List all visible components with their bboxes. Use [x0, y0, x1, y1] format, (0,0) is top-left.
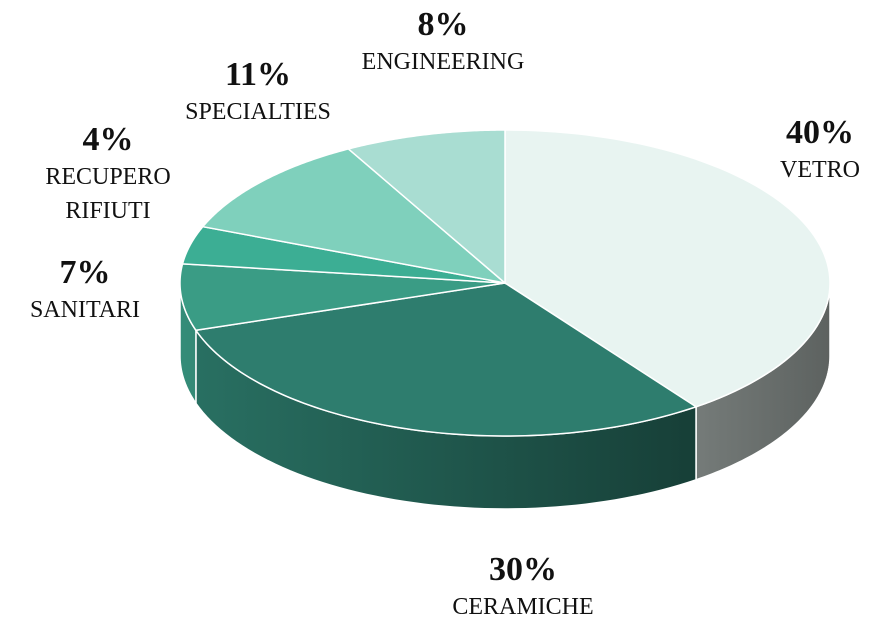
slice-label: 7% SANITARI — [0, 253, 185, 327]
slice-label: 30% CERAMICHE — [423, 550, 623, 624]
category-label: SANITARI — [29, 297, 141, 323]
slice — [201, 148, 508, 285]
slice — [194, 282, 698, 437]
value-label: 40% — [786, 114, 854, 151]
category-label: SPECIALTIES — [185, 99, 331, 125]
category-label: VETRO — [780, 157, 860, 183]
slice — [346, 129, 506, 285]
slice-label: 11% SPECIALTIES — [148, 55, 368, 129]
slice-label: 40% VETRO — [740, 113, 877, 187]
slice — [504, 129, 831, 408]
slice — [181, 225, 506, 284]
value-label: 30% — [489, 551, 557, 588]
value-label: 8% — [417, 6, 469, 43]
slice-label: 8% ENGINEERING — [313, 5, 573, 79]
value-label: 11% — [224, 56, 292, 93]
slice — [179, 263, 506, 332]
value-label: 7% — [59, 254, 111, 291]
category-label: CERAMICHE — [452, 594, 594, 620]
slice-label: 4% RECUPERO RIFIUTI — [28, 120, 188, 228]
category-label: RECUPERO RIFIUTI — [45, 164, 171, 224]
value-label: 4% — [82, 121, 134, 158]
category-label: ENGINEERING — [361, 49, 525, 75]
